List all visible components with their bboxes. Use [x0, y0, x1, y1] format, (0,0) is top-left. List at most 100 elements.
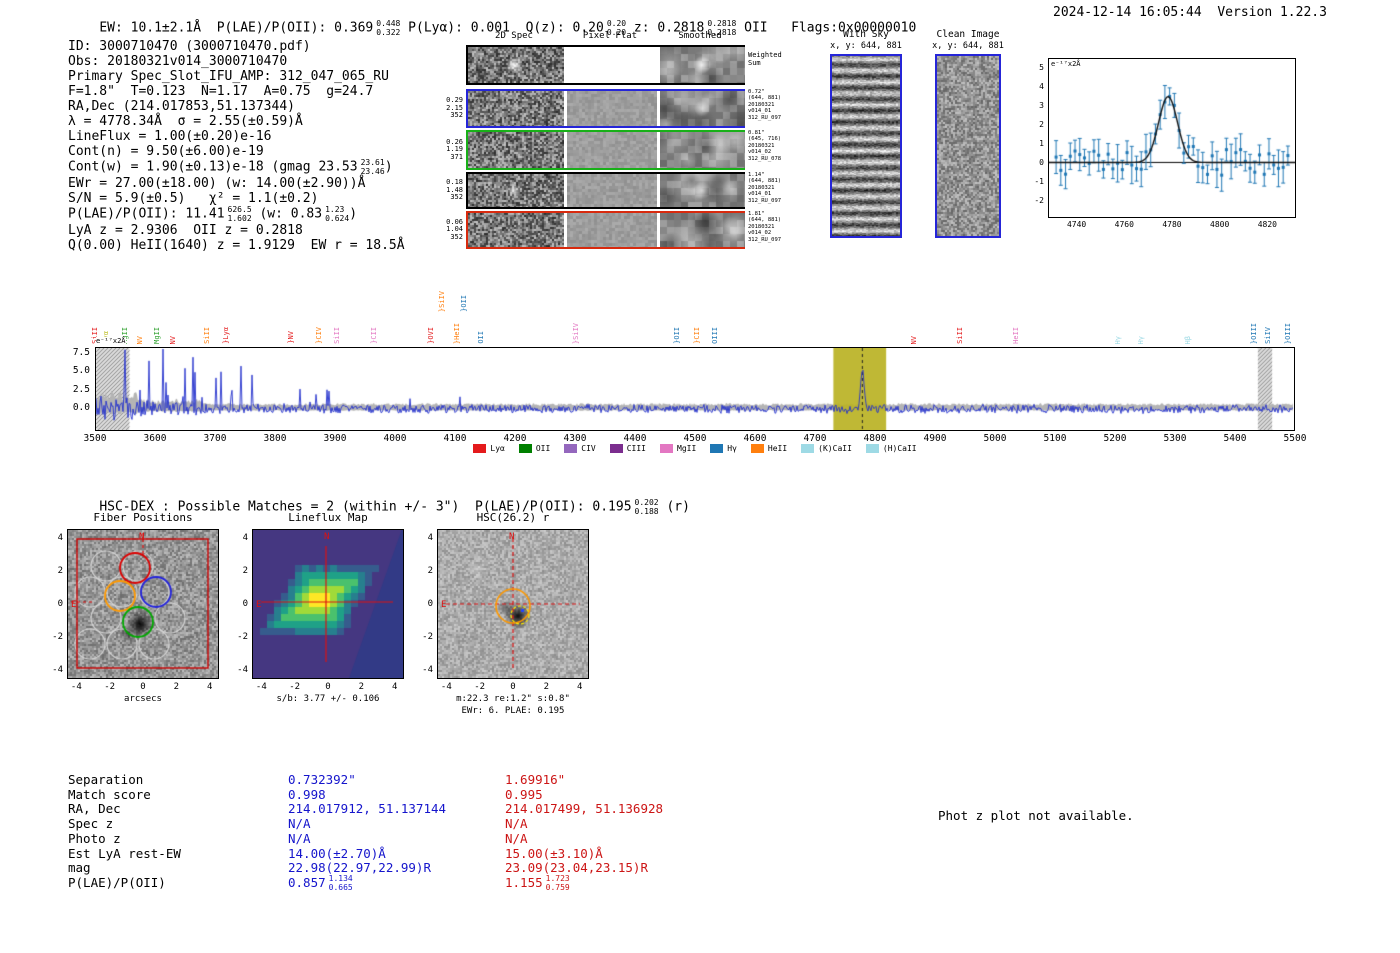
spec2d-row-right-label: 1.14" (644, 881) 20180321 v014_01 312_RU_097	[748, 172, 796, 204]
axis-tick-label: 4800	[1210, 220, 1230, 229]
photz-note: Phot z plot not available.	[938, 808, 1134, 823]
info-line-cont-w: Cont(w) = 1.90(±0.13)e-18 (gmag 23.53 23.…	[68, 158, 393, 176]
match-table-row-label: Est LyA rest-EW	[68, 845, 181, 861]
spec2d-right-line: 20180321	[748, 184, 775, 191]
spec2d-col-header: 2D Spec	[495, 31, 533, 41]
hsc-cutout-caption2: EWr: 6. PLAE: 0.195	[461, 706, 565, 716]
axis-tick-label: -4	[440, 682, 452, 692]
spec2d-right-line: v014_01	[748, 191, 772, 198]
withsky-coords: x, y: 644, 881	[830, 41, 902, 51]
spec2d-col-header: Pixel Flat	[582, 31, 638, 41]
axis-tick-label: 4	[206, 682, 213, 692]
linefit-plot	[1048, 58, 1296, 218]
spec2d-left-line: 352	[450, 193, 463, 202]
info-line-wavelength: λ = 4778.34Å σ = 2.55(±0.59)Å	[68, 114, 303, 129]
legend-label: OII	[535, 444, 551, 453]
axis-tick-label: 2	[427, 566, 433, 577]
spec2d-row-right-label: Weighted Sum	[748, 51, 796, 67]
info-line-radec: RA,Dec (214.017853,51.137344)	[68, 99, 295, 114]
stacked-uncertainty: 0.2818 0.2818	[707, 19, 737, 37]
axis-tick-label: 4	[1039, 81, 1044, 91]
spectral-line-label: Hγ	[1113, 335, 1122, 344]
match-table-value-col2: 1.155 1.723 0.759	[505, 875, 570, 893]
plae-main: 1.155	[505, 874, 543, 890]
pixelflat-image	[567, 132, 657, 168]
spec2d-image	[468, 174, 564, 207]
stacked-uncertainty: 1.134 0.665	[329, 875, 353, 892]
plae-hi: 1.723	[545, 874, 570, 884]
cleanimage-coords: x, y: 644, 881	[932, 41, 1004, 51]
stacked-uncertainty: 23.61 23.46	[360, 158, 385, 176]
axis-tick-label: 0	[427, 599, 433, 609]
axis-tick-label: 4	[576, 682, 583, 692]
axis-tick-label: 4400	[623, 433, 647, 444]
axis-tick-label: 4700	[803, 433, 827, 444]
axis-tick-label: -2	[52, 631, 63, 642]
lineflux-map-image	[253, 530, 403, 678]
axis-tick-label: 3700	[203, 433, 227, 444]
plae-main: 0.857	[288, 874, 326, 890]
spec2d-row-left-label: 0.29 2.15 352	[436, 96, 463, 120]
spectral-line-label: }OIII	[1250, 322, 1258, 344]
spec2d-right-line: v014_01	[748, 108, 772, 115]
spec2d-right-line: v014_02	[748, 149, 772, 156]
spectral-line-label: SiIV	[1264, 327, 1273, 344]
info-line-cont-n: Cont(n) = 9.50(±6.00)e-19	[68, 144, 264, 159]
axis-tick-label: 4820	[1257, 220, 1277, 229]
axis-tick-label: 5400	[1223, 433, 1247, 444]
hsc-cutout-caption1: m:22.3 re:1.2" s:0.8"	[456, 694, 570, 704]
axis-tick-label: 0	[510, 682, 516, 692]
spectral-line-label: }OIII	[1284, 322, 1293, 344]
spectrum-legend: Lyα OII CIV CIII MgII Hγ HeII (K)CaII (H)CaII	[95, 444, 1295, 453]
axis-tick-label: 2	[543, 682, 550, 692]
legend-label: CIV	[581, 444, 596, 453]
spec2d-row	[466, 172, 745, 209]
spec2d-right-line: 312_RU_097	[748, 197, 782, 204]
info-line-plae: P(LAE)/P(OII): 11.41 626.5 1.602 (w: 0.83 1…	[68, 205, 358, 223]
axis-tick-label: 4000	[383, 433, 407, 444]
spec2d-left-line: 1.19	[446, 145, 463, 154]
spectral-line-label: }OII	[460, 295, 469, 312]
match-table-value-col1: 22.98(22.97,22.99)R	[288, 860, 431, 876]
spectral-line-label: MgII	[152, 327, 161, 344]
spec2d-right-line: 20180321	[748, 101, 775, 108]
pixelflat-image	[567, 174, 657, 207]
spec2d-right-line: 312_RU_097	[748, 114, 782, 121]
spectral-line-label: HeII	[1011, 327, 1020, 344]
axis-tick-label: 4600	[743, 433, 767, 444]
axis-tick-label: 5100	[1043, 433, 1067, 444]
spec2d-right-line: 1.81"	[748, 211, 765, 217]
legend-label: Lyα	[490, 444, 505, 453]
axis-tick-label: 5.0	[72, 365, 90, 376]
match-table-value-col2: N/A	[505, 830, 528, 846]
axis-tick-label: 5000	[983, 433, 1007, 444]
axis-tick-label: 4100	[443, 433, 467, 444]
spectral-line-label: OIII	[711, 327, 720, 344]
legend-item: Hγ	[710, 444, 737, 453]
axis-tick-label: 4780	[1162, 220, 1182, 229]
axis-tick-label: 3800	[263, 433, 287, 444]
spec2d-left-line: 352	[450, 111, 463, 120]
axis-tick-label: 4900	[923, 433, 947, 444]
axis-tick-label: -4	[255, 682, 267, 692]
compass-e-label: E	[441, 600, 447, 610]
axis-tick-label: 4500	[683, 433, 707, 444]
spectral-line-label: SiII	[333, 327, 342, 344]
info-line-seeing: F=1.8" T=0.123 N=1.17 A=0.75 g=24.7	[68, 84, 374, 99]
spec2d-left-line: 0.29	[446, 96, 463, 104]
header-ew-plae: EW: 10.1±2.1Å P(LAE)/P(OII): 0.369	[99, 20, 374, 36]
spec2d-right-line: 312_RU_078	[748, 155, 782, 162]
spec2d-right-line: 0.72"	[748, 89, 765, 95]
spectral-line-label: NV	[169, 335, 178, 344]
spectral-line-label: }CII	[369, 327, 378, 344]
legend-item: HeII	[750, 444, 787, 453]
match-table-row-label: Spec z	[68, 816, 114, 832]
compass-n-label: N	[509, 532, 515, 542]
match-table-row-label: RA, Dec	[68, 801, 121, 817]
stacked-uncertainty: 0.448 0.322	[376, 19, 401, 37]
timestamp-version: 2024-12-14 16:05:44 Version 1.22.3	[1053, 5, 1327, 20]
spectral-line-label: Hβ	[1184, 335, 1192, 344]
stacked-uncertainty: 1.23 0.624	[325, 205, 350, 223]
header-plya-qz: P(Lyα): 0.001 Q(z): 0.20	[400, 20, 604, 36]
axis-tick-label: 3	[1039, 100, 1044, 110]
